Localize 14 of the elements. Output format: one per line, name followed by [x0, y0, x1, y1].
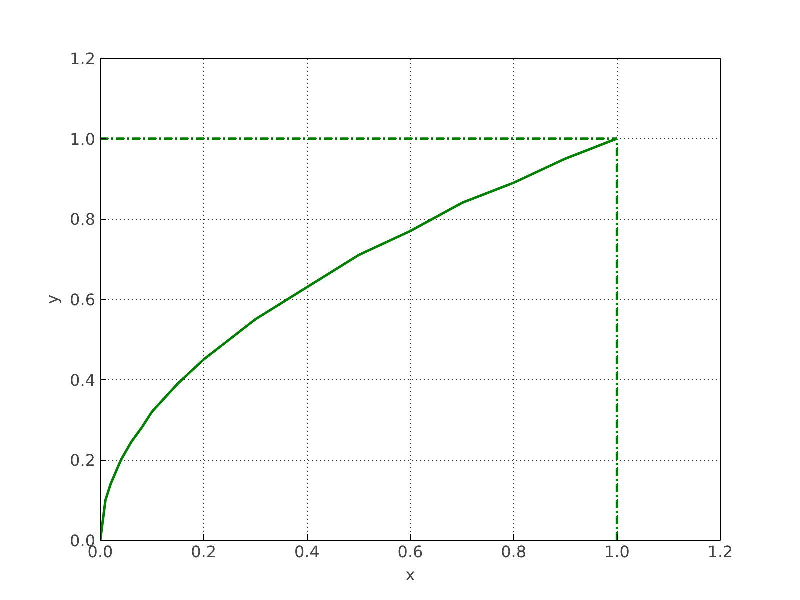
x-axis-title: x	[406, 566, 416, 584]
y-tick-label: 0.4	[70, 370, 96, 390]
y-tick-label: 0.2	[70, 451, 96, 470]
x-tick-label: 1.2	[708, 542, 734, 562]
x-tick-label: 0.6	[398, 542, 424, 562]
y-tick-label: 1.0	[70, 130, 96, 149]
x-tick-label: 0.2	[191, 542, 217, 562]
y-axis-title: y	[43, 294, 62, 304]
x-tick-label: 1.0	[604, 542, 630, 562]
x-tick-label: 0.8	[501, 542, 527, 562]
x-tick-label: 0.4	[294, 542, 320, 562]
y-tick-label: 0.8	[70, 210, 96, 230]
y-tick-label: 0.6	[70, 290, 96, 310]
y-tick-label: 1.2	[70, 50, 96, 68]
